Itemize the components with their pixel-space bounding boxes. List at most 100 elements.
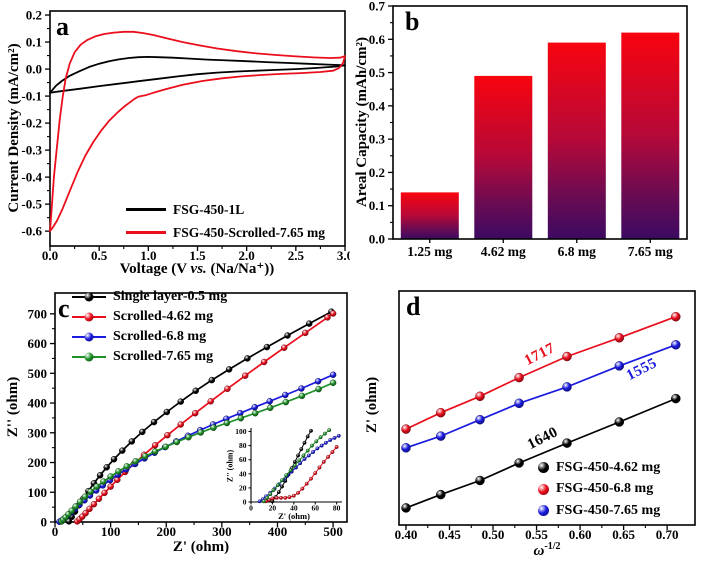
data-point-marker: [251, 403, 258, 411]
data-point-marker: [329, 371, 337, 379]
data-point-marker: [237, 414, 245, 422]
x-tick-label: 0: [249, 504, 253, 513]
panel-c-legend: Single layer-0.5 mg Scrolled-4.62 mg Scrol…: [72, 287, 227, 367]
data-point-marker: [301, 453, 306, 458]
legend-marker: [538, 462, 549, 474]
panel-c-letter: c: [58, 294, 70, 323]
data-point-marker: [271, 488, 276, 492]
data-point-marker: [514, 398, 524, 409]
data-point-marker: [319, 443, 324, 448]
legend-marker: [84, 332, 94, 342]
data-point-marker: [291, 493, 296, 498]
data-point-marker: [671, 340, 681, 350]
data-point-marker: [244, 355, 251, 362]
data-point-marker: [296, 453, 301, 458]
data-point-marker: [514, 458, 524, 468]
x-tick-label: 2.5: [288, 248, 305, 263]
inset-y-axis-title: Z'' (ohm): [225, 449, 235, 483]
legend-label: FSG-450-1L: [173, 201, 245, 217]
omega-symbol: ω: [533, 543, 545, 559]
data-point-marker: [280, 484, 284, 489]
data-point-marker: [321, 459, 326, 464]
data-point-marker: [323, 440, 328, 445]
legend-marker: [84, 312, 94, 322]
panel-c: 0 100 200 300 400 500 0 100 200 300 400 500 600 700 0 2…: [0, 283, 350, 565]
data-point-marker: [309, 476, 313, 481]
data-point-marker: [436, 431, 446, 441]
y-tick-label: -0.3: [21, 143, 42, 158]
y-tick-label: 100: [235, 427, 247, 436]
data-point-marker: [251, 409, 259, 417]
data-point-marker: [266, 404, 274, 412]
x-tick-label: 0.70: [656, 527, 679, 542]
data-point-marker: [100, 478, 107, 485]
data-point-marker: [123, 463, 130, 470]
panel-c-x-axis-title: Z' (ohm): [172, 539, 230, 555]
data-point-marker: [327, 428, 332, 433]
data-point-marker: [305, 448, 310, 453]
x-axis-title-prefix: Voltage (V: [119, 261, 191, 277]
x-axis-title-suffix: (Na/Na⁺)): [206, 261, 275, 277]
data-point-marker: [257, 499, 262, 504]
y-tick-label: 0.0: [369, 232, 385, 247]
data-point-marker: [614, 417, 625, 427]
data-point-marker: [315, 385, 322, 393]
y-tick-label: 0: [243, 498, 247, 507]
data-point-marker: [292, 463, 297, 468]
data-point-marker: [401, 424, 411, 434]
legend-label: FSG-450-4.62 mg: [556, 459, 661, 475]
data-point-marker: [329, 310, 337, 317]
data-point-marker: [306, 453, 311, 458]
panel-a-x-axis-title: Voltage (V vs. (Na/Na⁺)): [120, 261, 275, 278]
data-point-marker: [128, 438, 136, 445]
data-point-marker: [298, 392, 306, 400]
panel-a-chart: 0.0 0.5 1.0 1.5 2.0 2.5 3.0 -0.6 -0.5 -0.4 -0.3 -0.…: [21, 8, 350, 263]
y-tick-label: 0.2: [369, 165, 385, 180]
data-point-marker: [274, 495, 279, 500]
data-point-marker: [76, 498, 84, 506]
data-point-marker: [322, 431, 327, 436]
data-point-marker: [164, 431, 171, 439]
data-point-marker: [150, 418, 158, 426]
panel-d-y-axis-title: Z' (ohm): [363, 376, 380, 434]
panel-c-y-axis-title: Z'' (ohm): [4, 376, 21, 438]
legend-line-swatch: [72, 332, 106, 342]
data-point-marker: [329, 379, 337, 387]
data-point-marker: [197, 429, 204, 436]
data-point-marker: [275, 483, 280, 488]
series-line-FSG-450-1L: [49, 56, 346, 94]
data-point-marker: [475, 414, 485, 425]
data-point-marker: [314, 378, 322, 385]
data-point-marker: [324, 314, 331, 321]
y-tick-label: 0.7: [369, 0, 386, 14]
legend-label: Single layer-0.5 mg: [113, 289, 228, 304]
x-tick-label: 20: [269, 504, 277, 513]
x-tick-label: 0: [52, 524, 59, 539]
data-point-marker: [151, 448, 159, 455]
y-tick-label: 80: [239, 441, 247, 450]
y-tick-label: 0: [41, 515, 48, 530]
legend-item: FSG-450-7.65 mg: [538, 500, 660, 522]
data-point-marker: [310, 443, 314, 448]
data-point-marker: [110, 455, 118, 463]
data-point-marker: [107, 483, 114, 490]
legend-line-swatch: [72, 292, 106, 302]
y-tick-label: 700: [28, 306, 48, 321]
panel-a-letter: a: [56, 12, 69, 41]
data-point-marker: [401, 503, 411, 513]
legend-item: Scrolled-6.8 mg: [72, 327, 227, 347]
legend-marker: [84, 292, 94, 302]
data-point-marker: [265, 495, 270, 500]
data-point-marker: [95, 495, 103, 503]
data-point-marker: [191, 409, 199, 417]
data-point-marker: [562, 382, 572, 392]
data-point-marker: [315, 446, 320, 451]
x-tick-label: 200: [156, 524, 176, 539]
y-tick-label: 600: [28, 336, 48, 351]
data-point-marker: [436, 407, 446, 418]
data-point-marker: [336, 433, 341, 438]
data-point-marker: [283, 495, 288, 500]
data-point-marker: [304, 481, 309, 486]
x-category-label: 4.62 mg: [481, 244, 526, 259]
